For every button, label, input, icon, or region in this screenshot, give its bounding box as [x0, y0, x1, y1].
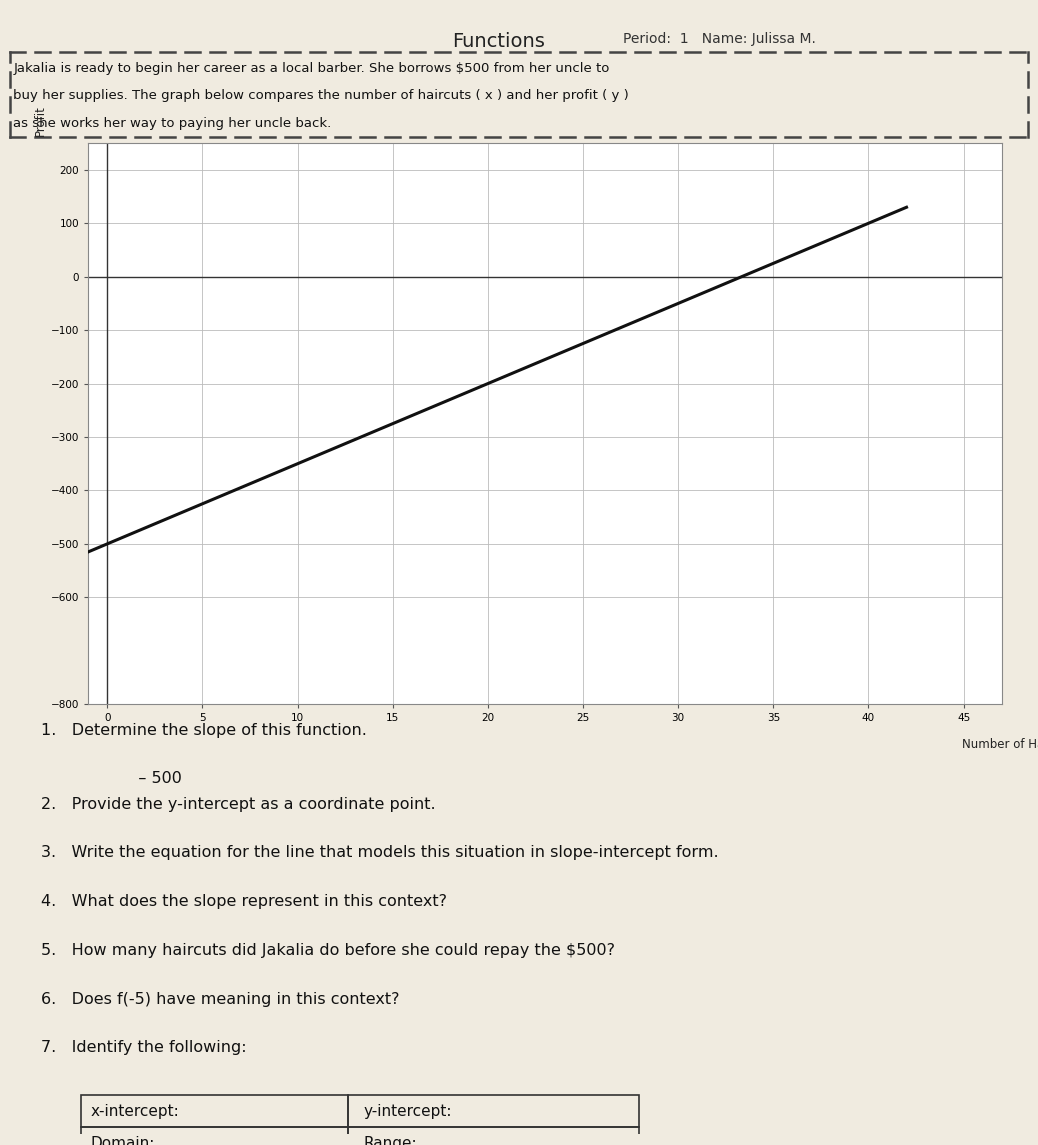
Text: Jakalia is ready to begin her career as a local barber. She borrows $500 from he: Jakalia is ready to begin her career as … [13, 62, 609, 74]
Text: buy her supplies. The graph below compares the number of haircuts ( x ) and her : buy her supplies. The graph below compar… [13, 89, 629, 102]
Text: x-intercept:: x-intercept: [90, 1104, 180, 1119]
Text: 3.   Write the equation for the line that models this situation in slope-interce: 3. Write the equation for the line that … [40, 845, 718, 861]
Text: Range:: Range: [363, 1136, 417, 1145]
Text: Period:  1   Name: Julissa M.: Period: 1 Name: Julissa M. [623, 32, 816, 46]
X-axis label: Number of Haircuts: Number of Haircuts [962, 737, 1038, 751]
Text: 1.   Determine the slope of this function.: 1. Determine the slope of this function. [40, 722, 366, 737]
Text: 6.   Does f(-5) have meaning in this context?: 6. Does f(-5) have meaning in this conte… [40, 992, 400, 1006]
Text: 7.   Identify the following:: 7. Identify the following: [40, 1041, 246, 1056]
Text: Functions: Functions [452, 32, 545, 52]
Text: Domain:: Domain: [90, 1136, 155, 1145]
Text: 5.   How many haircuts did Jakalia do before she could repay the $500?: 5. How many haircuts did Jakalia do befo… [40, 943, 614, 958]
Text: as she works her way to paying her uncle back.: as she works her way to paying her uncle… [13, 117, 332, 129]
Text: 2.   Provide the y-intercept as a coordinate point.: 2. Provide the y-intercept as a coordina… [40, 797, 435, 812]
Text: – 500: – 500 [40, 772, 182, 787]
Y-axis label: Profit: Profit [34, 105, 47, 136]
Text: 4.   What does the slope represent in this context?: 4. What does the slope represent in this… [40, 894, 446, 909]
Text: y-intercept:: y-intercept: [363, 1104, 452, 1119]
